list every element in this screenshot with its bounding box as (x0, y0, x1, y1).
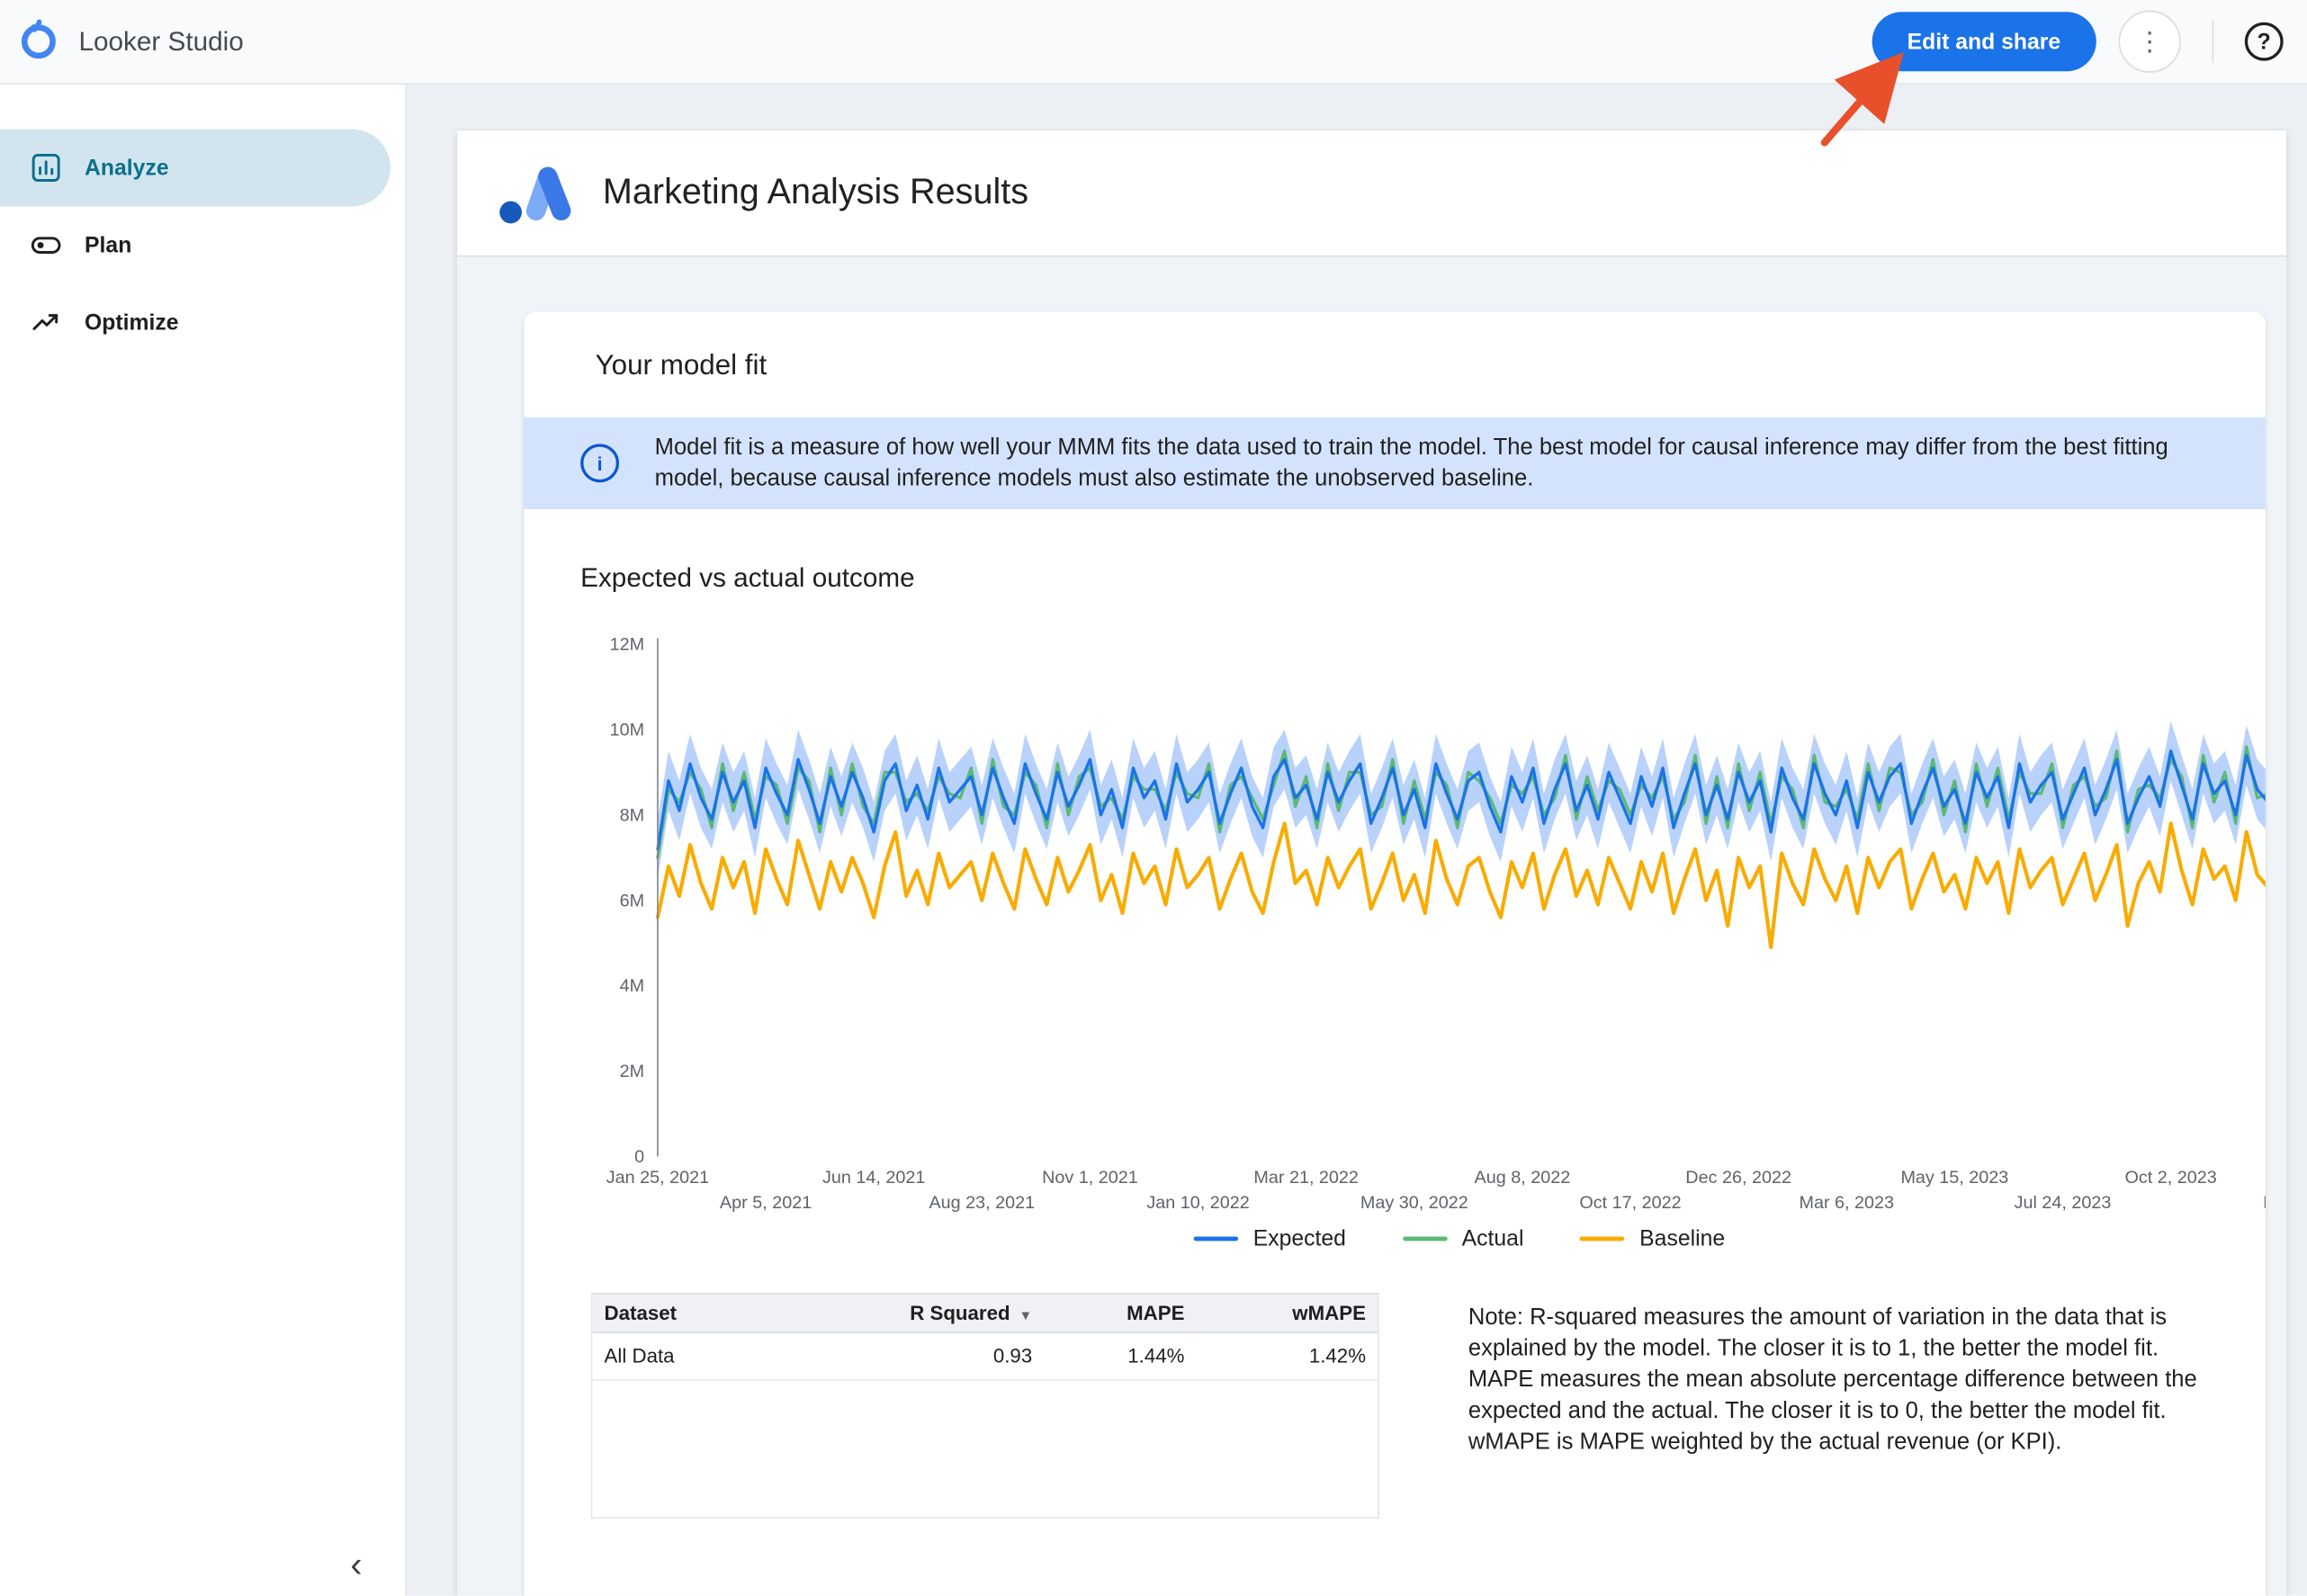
sidebar-collapse-button[interactable]: ‹ (338, 1539, 374, 1592)
svg-text:Dec 26, 2022: Dec 26, 2022 (1685, 1168, 1791, 1188)
svg-text:May 30, 2022: May 30, 2022 (1360, 1193, 1468, 1213)
meridian-logo (491, 154, 580, 232)
svg-text:6M: 6M (620, 891, 644, 910)
cell-mape: 1.44% (1044, 1331, 1197, 1381)
svg-text:Aug 23, 2021: Aug 23, 2021 (929, 1193, 1035, 1213)
legend-label: Baseline (1639, 1225, 1726, 1251)
svg-text:12M: 12M (610, 635, 644, 655)
sidebar: Analyze Plan Optimize (0, 85, 408, 1596)
more-options-button[interactable]: ⋮ (2118, 10, 2181, 73)
chart-title: Expected vs actual outcome (580, 562, 915, 593)
cell-r-squared: 0.93 (771, 1331, 1045, 1381)
line-chart-canvas: 0 2M 4M 6M 8M 10M 12M Jan 25, 2021 Apr 5, 2021 Ju… (606, 635, 2266, 1213)
svg-text:Jan 10, 2022: Jan 10, 2022 (1146, 1193, 1249, 1213)
help-button[interactable]: ? (2244, 22, 2284, 61)
model-fit-table: Dataset R Squared ▼ MAPE wMAPE Al (590, 1293, 1379, 1519)
model-fit-details: Dataset R Squared ▼ MAPE wMAPE Al (590, 1293, 2199, 1519)
topbar-actions: Edit and share ⋮ ? (1872, 10, 2284, 73)
svg-text:May 15, 2023: May 15, 2023 (1900, 1168, 2008, 1188)
topbar-divider (2212, 21, 2214, 63)
column-header-wmape[interactable]: wMAPE (1196, 1293, 1378, 1333)
svg-text:Nov 1, 2021: Nov 1, 2021 (1042, 1168, 1138, 1188)
analyze-chart-icon (31, 153, 61, 183)
sidebar-item-label: Optimize (85, 309, 179, 336)
card-title: Your model fit (595, 350, 768, 382)
sidebar-item-label: Analyze (85, 155, 169, 181)
svg-text:Mar 6, 2023: Mar 6, 2023 (1799, 1193, 1894, 1213)
chart-legend: Expected Actual Baseline (732, 1226, 2186, 1251)
expected-vs-actual-chart[interactable]: 0 2M 4M 6M 8M 10M 12M Jan 25, 2021 Apr 5, 2021 Ju… (587, 626, 2266, 1220)
sort-desc-icon: ▼ (1019, 1307, 1033, 1323)
question-icon: ? (2257, 29, 2271, 55)
legend-item-expected[interactable]: Expected (1193, 1225, 1346, 1251)
svg-text:4M: 4M (620, 976, 644, 996)
looker-studio-logo (15, 15, 60, 67)
sidebar-item-analyze[interactable]: Analyze (0, 129, 390, 207)
model-fit-card: Your model fit i Model fit is a measure … (524, 311, 2266, 1596)
report-title: Marketing Analysis Results (602, 172, 1029, 212)
brand: Looker Studio (15, 15, 244, 67)
column-header-dataset[interactable]: Dataset (592, 1293, 772, 1333)
svg-text:Jan 25, 2021: Jan 25, 2021 (606, 1168, 709, 1188)
edit-and-share-button[interactable]: Edit and share (1872, 12, 2096, 72)
svg-text:Dec: Dec (2263, 1193, 2266, 1213)
info-icon: i (580, 444, 620, 483)
legend-label: Actual (1461, 1225, 1524, 1251)
info-text: Model fit is a measure of how well your … (654, 435, 2168, 492)
legend-item-baseline[interactable]: Baseline (1580, 1226, 1725, 1251)
report-header: Marketing Analysis Results (457, 130, 2287, 257)
column-header-label: R Squared (910, 1302, 1010, 1324)
column-header-mape[interactable]: MAPE (1044, 1293, 1197, 1333)
sidebar-item-optimize[interactable]: Optimize (0, 283, 390, 361)
app-title: Looker Studio (78, 25, 244, 56)
cell-wmape: 1.42% (1196, 1331, 1378, 1381)
toggle-icon (31, 230, 61, 260)
svg-text:2M: 2M (620, 1062, 644, 1081)
sidebar-item-plan[interactable]: Plan (0, 206, 390, 283)
table-row[interactable]: All Data 0.93 1.44% 1.42% (592, 1331, 1378, 1381)
svg-text:Oct 2, 2023: Oct 2, 2023 (2124, 1168, 2216, 1188)
svg-text:Oct 17, 2022: Oct 17, 2022 (1579, 1193, 1681, 1213)
column-header-r-squared[interactable]: R Squared ▼ (771, 1293, 1045, 1333)
note-text: Note: R-squared measures the amount of v… (1468, 1305, 2197, 1455)
legend-label: Expected (1252, 1225, 1346, 1251)
kebab-icon: ⋮ (2136, 26, 2164, 57)
svg-text:0: 0 (634, 1147, 644, 1167)
svg-text:Mar 21, 2022: Mar 21, 2022 (1253, 1168, 1359, 1188)
legend-item-actual[interactable]: Actual (1402, 1225, 1524, 1251)
cell-dataset: All Data (592, 1331, 772, 1381)
legend-swatch-expected (1193, 1236, 1239, 1242)
info-banner: i Model fit is a measure of how well you… (524, 417, 2266, 509)
svg-text:Jul 24, 2023: Jul 24, 2023 (2015, 1193, 2112, 1213)
svg-text:Jun 14, 2021: Jun 14, 2021 (822, 1168, 925, 1188)
table-header-row: Dataset R Squared ▼ MAPE wMAPE (592, 1293, 1378, 1333)
svg-text:8M: 8M (620, 805, 644, 825)
svg-text:10M: 10M (610, 721, 644, 740)
svg-text:Apr 5, 2021: Apr 5, 2021 (720, 1193, 812, 1213)
report-area: Marketing Analysis Results Your model fi… (407, 85, 2307, 1596)
legend-swatch-baseline (1580, 1236, 1625, 1242)
svg-text:Aug 8, 2022: Aug 8, 2022 (1475, 1168, 1571, 1188)
top-bar: Looker Studio Edit and share ⋮ ? (0, 0, 2307, 85)
legend-swatch-actual (1402, 1236, 1448, 1242)
report-page: Marketing Analysis Results Your model fi… (457, 130, 2287, 1596)
sidebar-item-label: Plan (85, 232, 132, 258)
report-body: Your model fit i Model fit is a measure … (457, 256, 2287, 1596)
trending-up-icon (31, 308, 61, 337)
